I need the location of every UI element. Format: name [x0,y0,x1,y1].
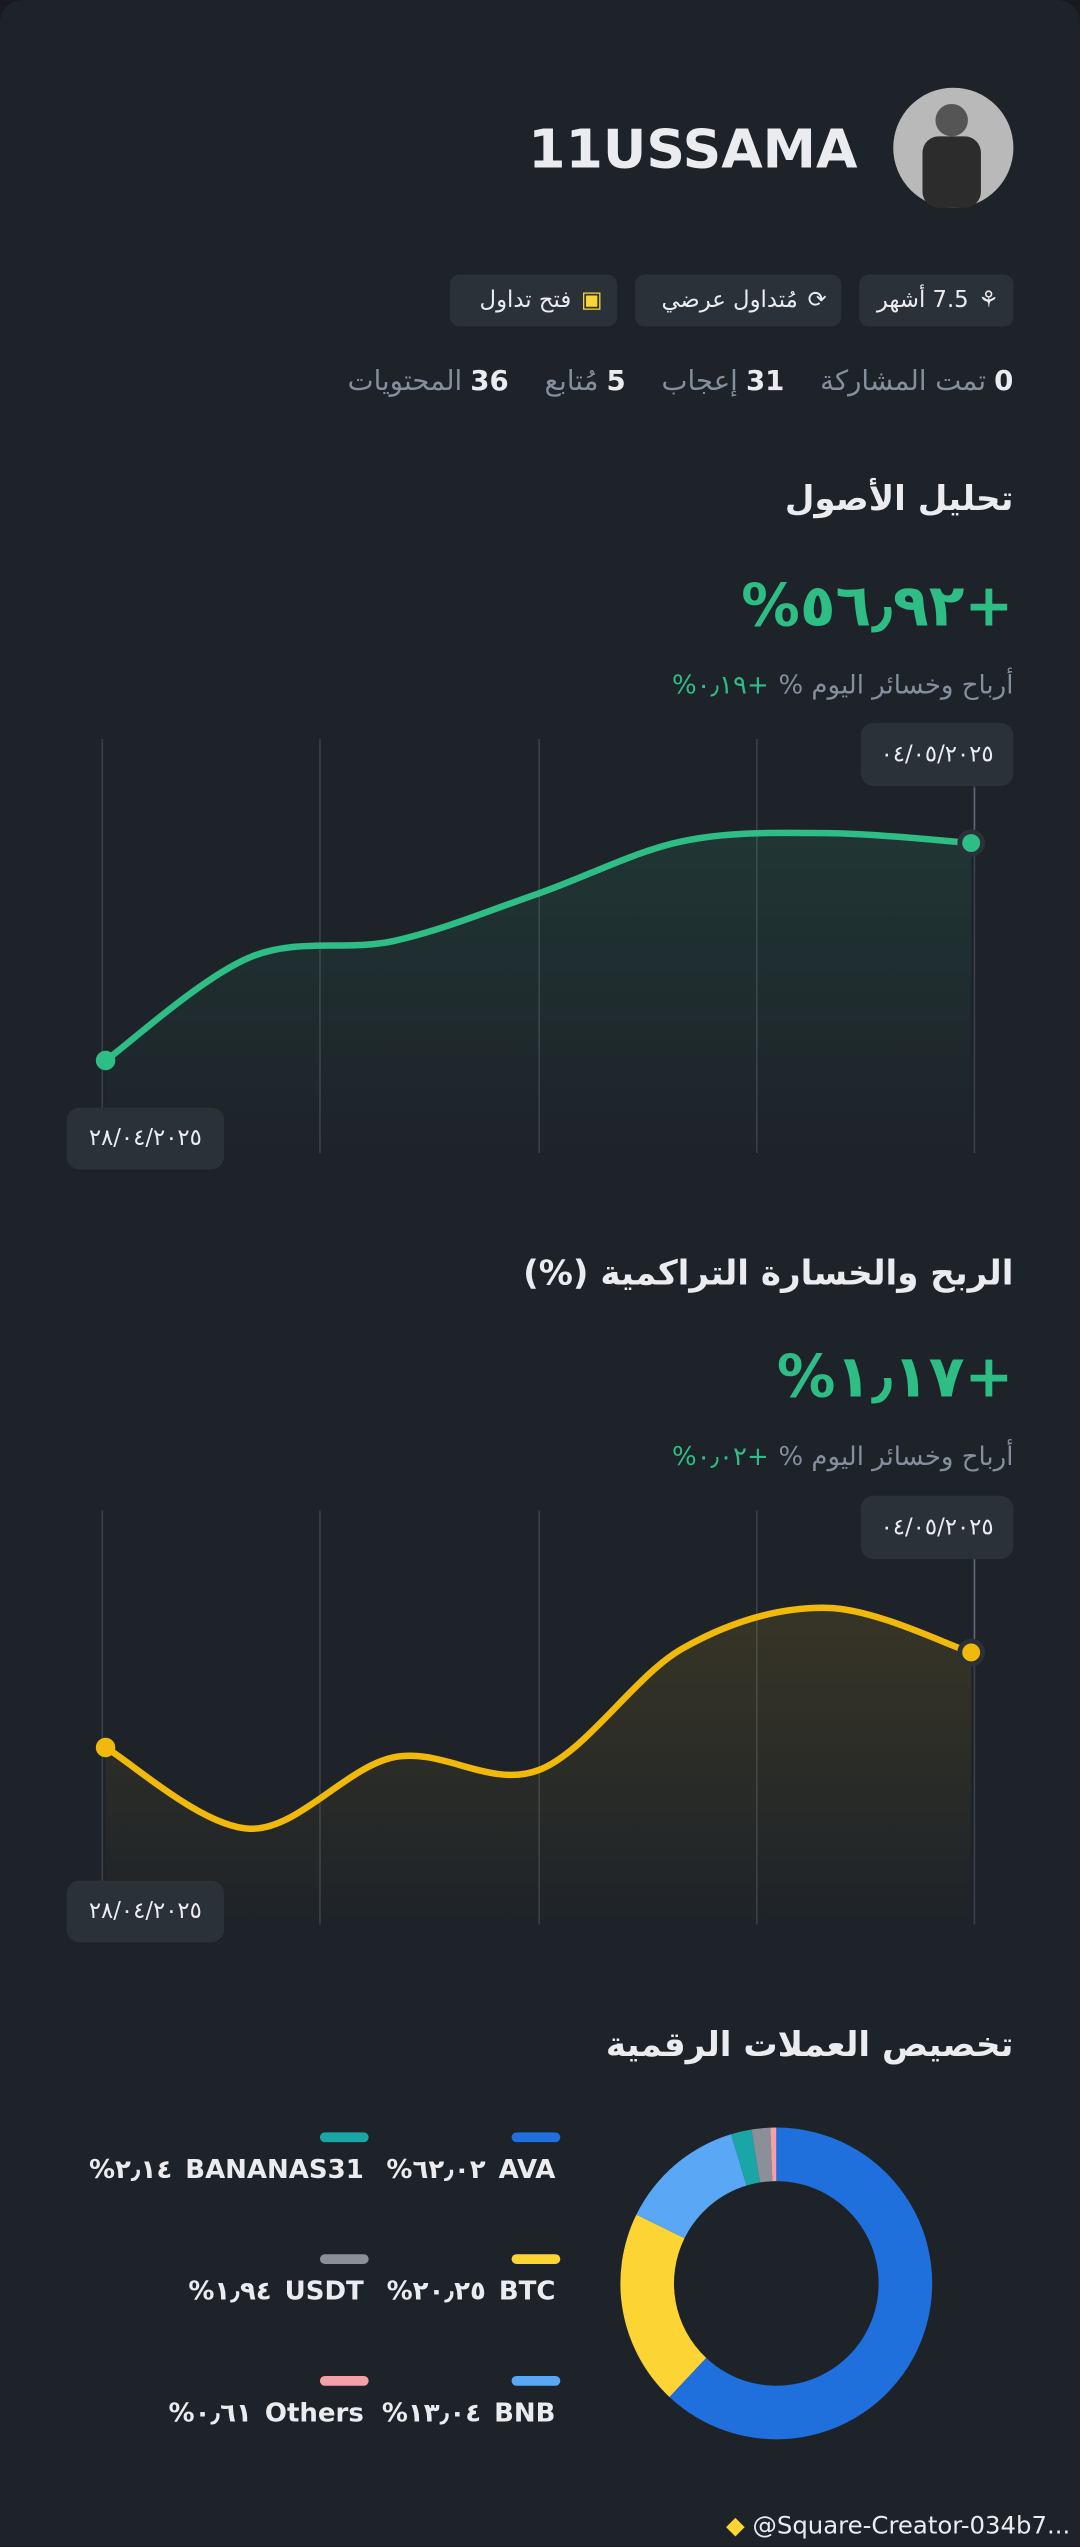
donut-segment [751,2127,773,2183]
stat-label: تمت المشاركة [820,365,987,398]
badge[interactable]: ▣ فتح تداول [449,274,618,327]
start-dot [95,1737,116,1758]
stat-label: إعجاب [661,365,738,398]
section-title: الربح والخسارة التراكمية (%) [523,1253,1014,1293]
legend-name: BTC [498,2275,556,2307]
legend-name: BANANAS31 [185,2153,364,2185]
stat-label: المحتويات [347,365,463,398]
legend-value: %٢٠٫٢٥ [386,2275,486,2307]
username: 11USSAMA [528,116,858,181]
stat-value: 0 [994,365,1014,398]
stat-value: 36 [470,365,509,398]
badge-text: مُتداول عرضي [661,287,798,314]
avatar-head [935,103,968,137]
legend-name: Others [264,2397,364,2428]
legend-item: USDT %١٫٩٤ [188,2275,363,2306]
legend-value: %١٣٫٠٤ [381,2397,482,2428]
today-pnl: أرباح وخسائر اليوم % %٠٫٠٢+ [672,1441,1013,1472]
today-value: %٠٫١٩+ [671,669,769,700]
legend-item: Others %٠٫٦١ [169,2397,364,2428]
stat[interactable]: 5مُتابع [544,365,625,397]
legend-value: %٦٢٫٠٢ [386,2153,486,2185]
start-dot [95,1050,116,1071]
legend-name: AVA [498,2153,556,2185]
donut-segment [620,2214,707,2397]
donut-segment [731,2129,760,2186]
end-dot [957,829,985,857]
donut-segment [770,2127,777,2182]
start-date: ٢٨/٠٤/٢٠٢٥ [66,1107,225,1170]
watermark-text: @Square-Creator-034b7... [752,2510,1071,2541]
area [105,832,972,1154]
end-date: ٠٤/٠٥/٢٠٢٥ [860,722,1014,787]
stat-value: 5 [606,365,626,398]
start-date: ٢٨/٠٤/٢٠٢٥ [66,1880,225,1943]
stat[interactable]: 36المحتويات [348,365,509,397]
total-pnl: %٥٦٫٩٢+ [741,573,1014,640]
today-label: أرباح وخسائر اليوم % [778,669,1014,700]
badge[interactable]: ⚘ 7.5 أشهر [859,274,1014,327]
badge[interactable]: ⟳ مُتداول عرضي [635,274,842,327]
donut-segment [669,2127,933,2440]
end-date: ٠٤/٠٥/٢٠٢٥ [860,1495,1014,1560]
legend-item: AVA %٦٢٫٠٢ [386,2154,555,2185]
legend-value: %٠٫٦١ [168,2397,252,2428]
stat-value: 31 [745,365,785,398]
badge-text: 7.5 أشهر [876,287,969,314]
area [105,1607,972,1925]
watermark: ◆ @Square-Creator-034b7... [726,2510,1071,2541]
stats: 0تمت المشاركة 31إعجاب 5مُتابع 36المحتويا… [348,365,1014,397]
stat[interactable]: 0تمت المشاركة [820,365,1013,397]
total-pnl: %١٫١٧+ [776,1344,1014,1412]
stat[interactable]: 31إعجاب [661,365,784,397]
legend-item: BNB %١٣٫٠٤ [382,2397,556,2428]
today-value: %٠٫٠٢+ [671,1440,769,1472]
legend-item: BTC %٢٠٫٢٥ [387,2275,556,2306]
avatar-figure [922,136,981,208]
end-dot [957,1638,985,1667]
line [102,1604,975,1832]
legend-name: BNB [494,2397,556,2428]
section-title: تحليل الأصول [784,479,1014,519]
today-label: أرباح وخسائر اليوم % [778,1440,1014,1472]
donut-segment [636,2134,747,2239]
section-title: تخصيص العملات الرقمية [605,2025,1014,2065]
legend-item: BANANAS31 %٢٫١٤ [89,2154,364,2185]
stat-label: مُتابع [544,365,599,398]
legend-value: %٢٫١٤ [88,2153,173,2185]
badge-text: فتح تداول [479,287,572,314]
legend-name: USDT [284,2275,364,2307]
legend-value: %١٫٩٤ [188,2275,272,2307]
line [102,829,975,1064]
today-pnl: أرباح وخسائر اليوم % %٠٫١٩+ [672,669,1013,700]
